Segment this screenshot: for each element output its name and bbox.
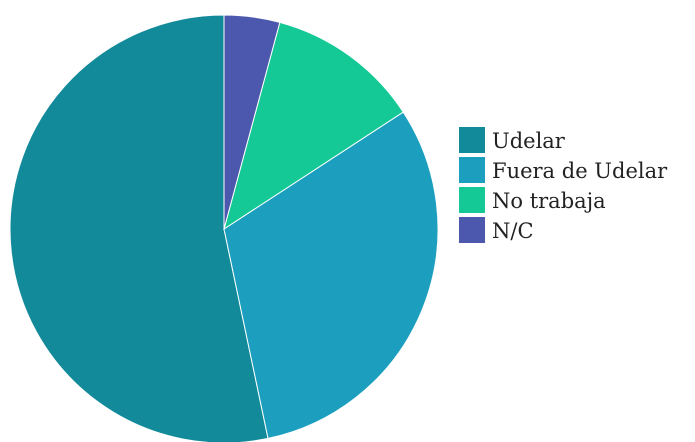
legend-swatch bbox=[459, 187, 485, 213]
legend-label: Udelar bbox=[492, 129, 566, 153]
legend-label: N/C bbox=[492, 219, 534, 243]
legend: Udelar Fuera de Udelar No trabaja N/C bbox=[459, 127, 668, 243]
pie-slice-fuera-de-udelar[interactable] bbox=[223, 111, 439, 440]
pie-slice-n-c[interactable] bbox=[223, 14, 281, 230]
legend-swatch bbox=[459, 217, 485, 243]
pie-slice-udelar[interactable] bbox=[9, 14, 269, 442]
pie-slice-no-trabaja[interactable] bbox=[223, 21, 404, 231]
legend-item[interactable]: N/C bbox=[459, 217, 534, 243]
legend-item[interactable]: Udelar bbox=[459, 127, 566, 153]
legend-item[interactable]: Fuera de Udelar bbox=[459, 157, 668, 183]
legend-label: Fuera de Udelar bbox=[492, 159, 668, 183]
legend-label: No trabaja bbox=[492, 189, 606, 213]
legend-swatch bbox=[459, 157, 485, 183]
legend-item[interactable]: No trabaja bbox=[459, 187, 606, 213]
legend-swatch bbox=[459, 127, 485, 153]
pie-slices bbox=[9, 14, 439, 442]
